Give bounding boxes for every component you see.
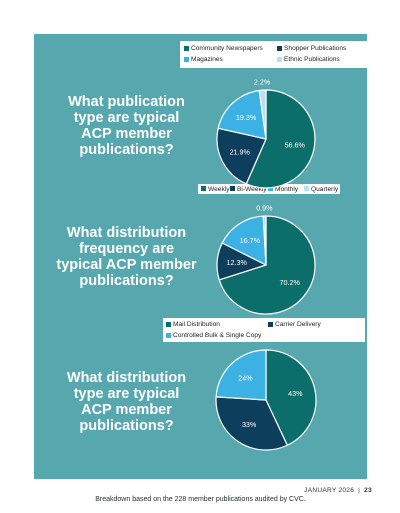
slice-label: 24%: [238, 374, 253, 383]
question-title: What distribution frequency are typical …: [56, 225, 197, 289]
legend-item: Mail Distribution: [166, 320, 220, 329]
legend-swatch: [230, 186, 235, 191]
slice-label: 21.9%: [230, 148, 251, 157]
pie-slice: [221, 215, 267, 266]
legend-distribution-type: Mail Distribution Carrier Delivery Contr…: [163, 318, 365, 342]
infographic-panel: Community Newspapers Shopper Publication…: [34, 34, 368, 503]
legend-distribution-frequency: Weekly Bi-Weekly Monthly Quarterly: [198, 184, 340, 194]
issue-date: JANUARY 2026: [304, 487, 355, 494]
legend-swatch: [268, 321, 273, 327]
slice-label: 33%: [242, 420, 257, 429]
pie-slice: [215, 349, 267, 401]
legend-item: Monthly: [268, 185, 298, 194]
slice-label: 43%: [288, 389, 303, 398]
legend-item: Bi-Weekly: [230, 185, 267, 194]
legend-swatch: [166, 321, 171, 327]
pie-slice: [217, 89, 267, 140]
footer-separator: |: [358, 487, 361, 494]
pie-slice: [215, 396, 288, 451]
pie-slice: [258, 89, 267, 140]
legend-item: Carrier Delivery: [268, 320, 321, 329]
slice-label: 70.2%: [280, 278, 301, 287]
question-title: What distribution type are typical ACP m…: [66, 370, 187, 434]
pie-slice: [262, 215, 267, 266]
legend-swatch: [184, 45, 189, 51]
question-title: What publication type are typical ACP me…: [68, 94, 185, 158]
legend-item: Quarterly: [304, 185, 338, 194]
legend-swatch: [166, 332, 171, 338]
legend-item: Community Newspapers: [184, 44, 263, 53]
slice-label: 19.3%: [236, 113, 257, 122]
footnote: Breakdown based on the 228 member public…: [95, 496, 306, 503]
legend-item: Weekly: [201, 185, 230, 194]
legend-swatch: [201, 186, 206, 191]
legend-item: Ethnic Publications: [277, 55, 340, 64]
legend-swatch: [268, 186, 273, 191]
pie-slice: [265, 349, 317, 446]
legend-swatch: [277, 56, 282, 62]
slice-label: 2.2%: [254, 78, 271, 87]
legend-swatch: [304, 186, 309, 191]
slice-label: 16.7%: [240, 236, 261, 245]
legend-publication-type: Community Newspapers Shopper Publication…: [180, 41, 368, 68]
legend-item: Controlled Bulk & Single Copy: [166, 331, 261, 340]
page-footer: JANUARY 2026 | 23: [304, 487, 372, 494]
slice-label: 56.6%: [285, 140, 306, 149]
slice-label: 0.9%: [256, 203, 273, 212]
pie-slice: [245, 89, 316, 189]
legend-swatch: [277, 45, 282, 51]
legend-item: Magazines: [184, 55, 223, 64]
page-number: 23: [364, 487, 372, 494]
pie-charts: 56.6% 21.9% 19.3% 2.2% 70.2% 12.3% 16.7% 0.9% 43…: [215, 78, 317, 451]
legend-item: Shopper Publications: [277, 44, 346, 53]
pie-slice: [216, 127, 267, 185]
slice-label: 12.3%: [226, 258, 247, 267]
pie-slice: [218, 215, 316, 315]
legend-swatch: [184, 56, 189, 62]
